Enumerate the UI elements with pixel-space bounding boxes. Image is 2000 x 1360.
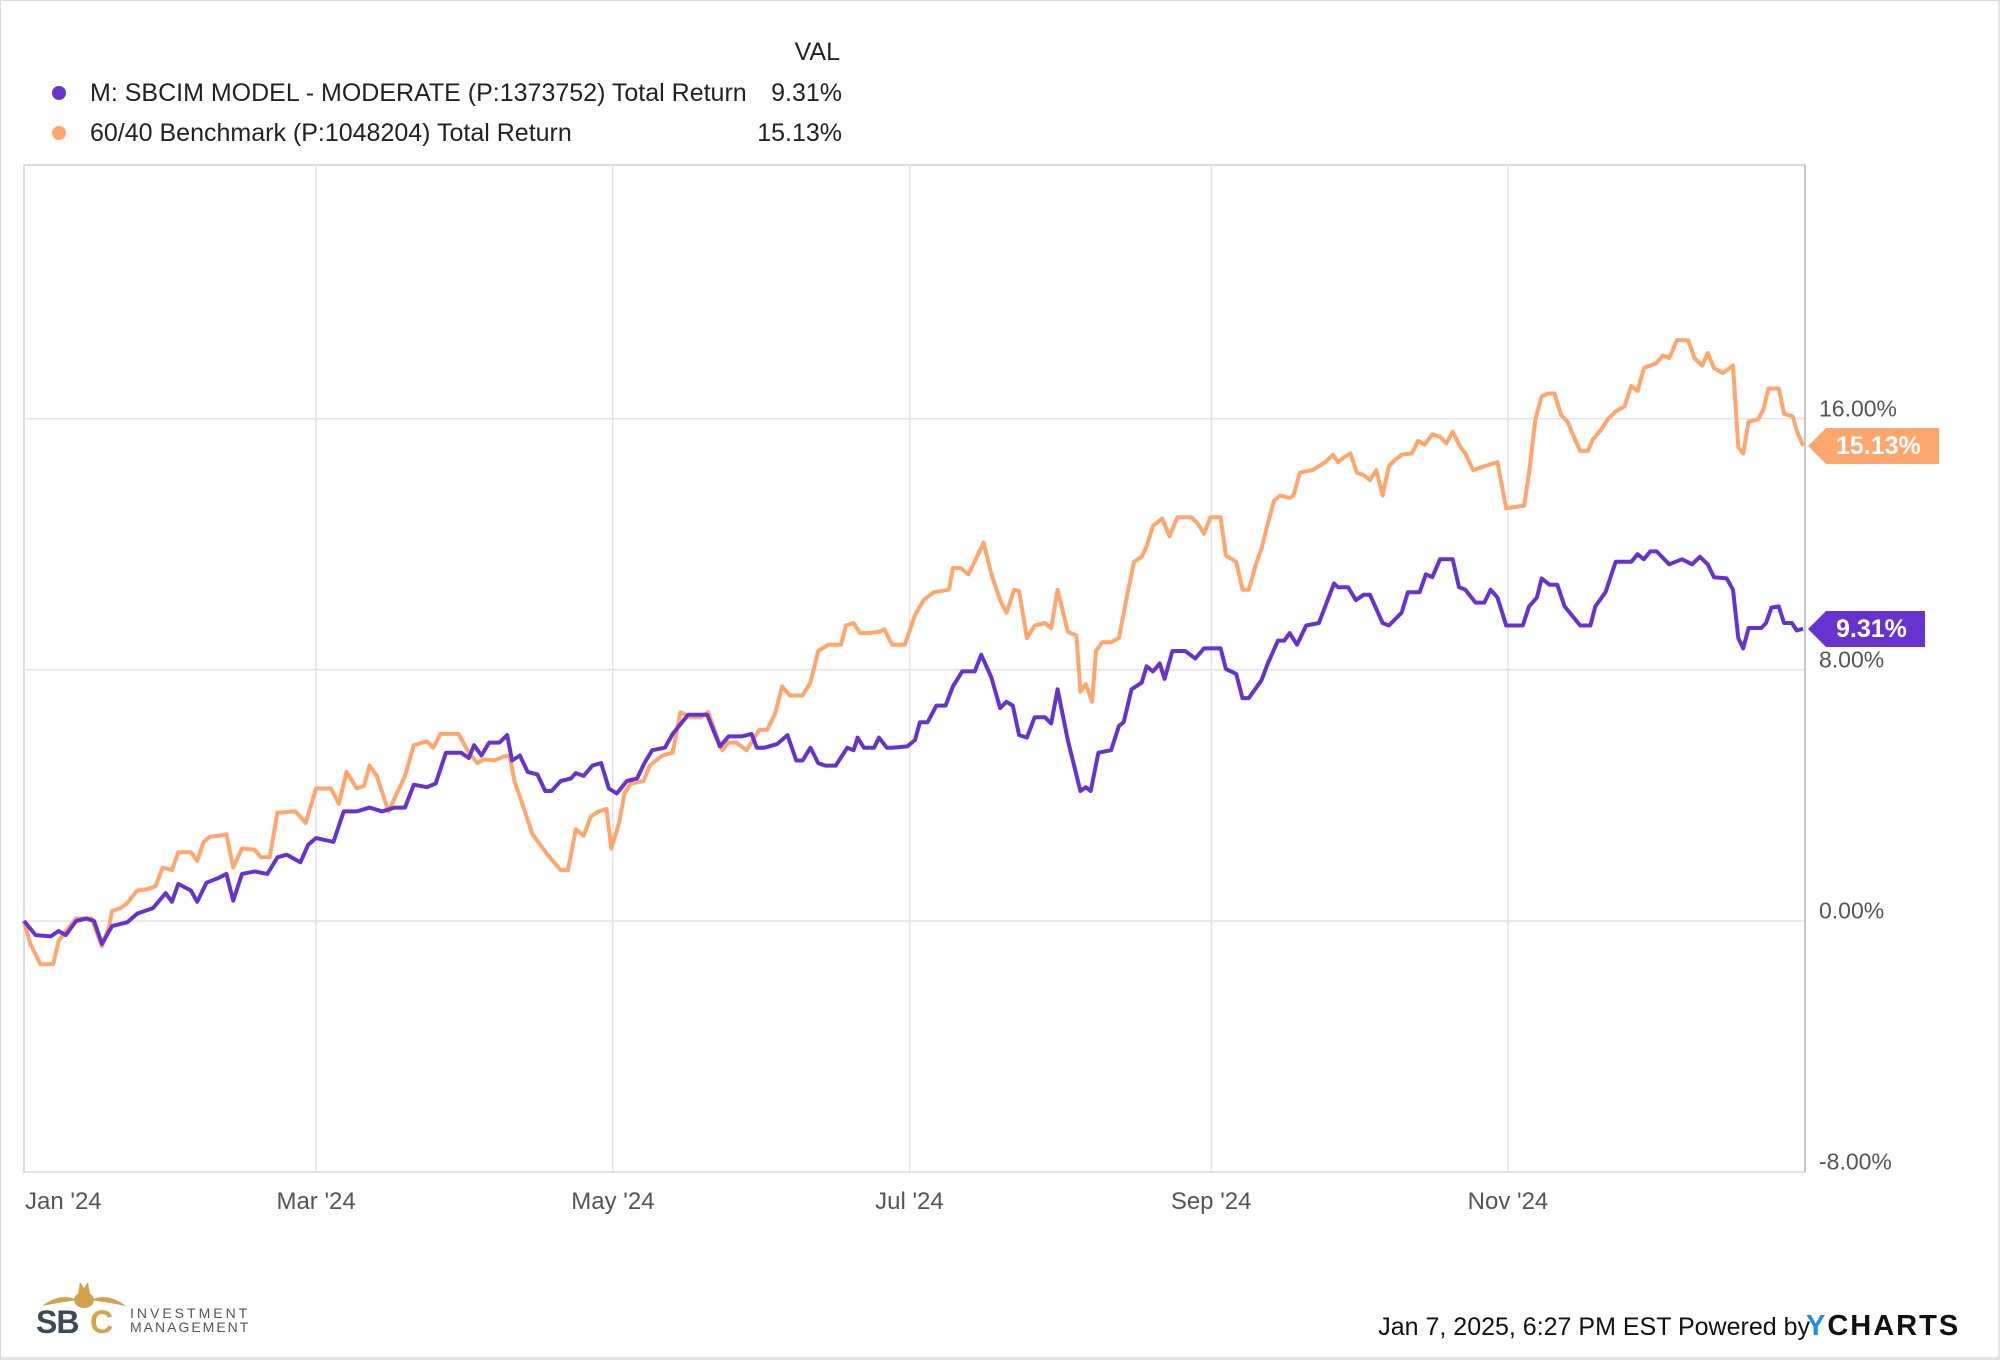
last-value-badge: 9.31% (1808, 610, 1925, 647)
x-tick-label: Jan '24 (25, 1188, 102, 1215)
legend-item-benchmark[interactable]: 60/40 Benchmark (P:1048204) Total Return… (52, 116, 842, 150)
y-tick-label: 16.00% (1819, 395, 1898, 422)
series-line (22, 338, 1805, 967)
badge-pointer-icon (1808, 427, 1826, 464)
plot-area-border (23, 164, 1806, 1173)
legend-series-name: 60/40 Benchmark (P:1048204) Total Return (90, 118, 572, 147)
sbc-logo: SB C INVESTMENT MANAGEMENT (34, 1280, 284, 1340)
legend-value-header: VAL (794, 38, 840, 66)
ycharts-y: Y (1806, 1310, 1828, 1342)
legend-dot-icon (52, 126, 66, 140)
badge-value: 9.31% (1826, 610, 1925, 647)
x-tick-label: May '24 (571, 1188, 655, 1215)
y-tick-label: 8.00% (1819, 646, 1885, 673)
x-tick-label: Nov '24 (1467, 1188, 1549, 1215)
x-tick-label: Sep '24 (1170, 1188, 1252, 1215)
badge-pointer-icon (1808, 610, 1826, 647)
legend-item-model[interactable]: M: SBCIM MODEL - MODERATE (P:1373752) To… (52, 76, 842, 110)
timestamp-powered-by: Jan 7, 2025, 6:27 PM EST Powered by (1378, 1313, 1810, 1341)
svg-text:INVESTMENT: INVESTMENT (130, 1305, 250, 1321)
badge-value: 15.13% (1826, 427, 1939, 464)
svg-text:MANAGEMENT: MANAGEMENT (130, 1319, 250, 1335)
ycharts-logo[interactable]: YCHARTS (1806, 1310, 1960, 1343)
last-value-badge: 15.13% (1808, 427, 1939, 464)
y-tick-label: 0.00% (1819, 897, 1885, 924)
legend-series-value: 9.31% (771, 78, 842, 107)
legend-series-name: M: SBCIM MODEL - MODERATE (P:1373752) To… (90, 78, 747, 107)
svg-text:SB: SB (36, 1304, 78, 1336)
legend-dot-icon (52, 86, 66, 100)
x-tick-label: Mar '24 (276, 1188, 356, 1215)
x-tick-label: Jul '24 (875, 1188, 944, 1215)
svg-text:C: C (90, 1304, 113, 1336)
y-tick-label: -8.00% (1819, 1148, 1892, 1175)
series-line (22, 549, 1804, 946)
legend-series-value: 15.13% (757, 118, 842, 147)
ycharts-rest: CHARTS (1827, 1310, 1961, 1342)
